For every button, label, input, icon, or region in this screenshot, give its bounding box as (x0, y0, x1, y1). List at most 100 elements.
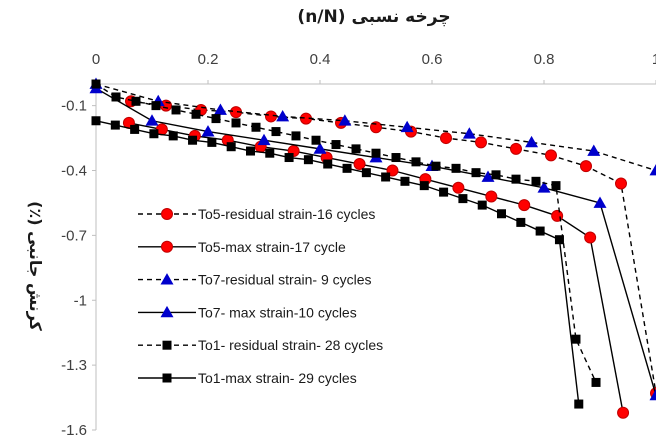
legend-item: To7-residual strain- 9 cycles (138, 272, 372, 288)
chart-title: چرخه نسبی (n/N) (297, 7, 450, 27)
data-point (342, 163, 352, 173)
x-tick-label: 0 (92, 51, 100, 68)
data-point (201, 125, 215, 137)
data-point (649, 388, 656, 401)
legend-marker (162, 373, 172, 383)
data-point (323, 159, 333, 169)
y-axis: -0.1 -0.4 -0.7 -1 -1.3 -1.6 (61, 84, 97, 439)
data-point (151, 101, 161, 111)
data-point (149, 129, 159, 139)
data-point (462, 127, 476, 139)
legend-marker (160, 273, 174, 285)
data-point (439, 187, 449, 197)
data-point (211, 114, 221, 124)
legend-item: To7- max strain-10 cycles (138, 304, 357, 320)
x-tick-label: 0.6 (422, 51, 443, 68)
y-tick-label: -0.7 (61, 227, 87, 244)
data-point (649, 164, 656, 176)
data-point (311, 135, 321, 145)
legend-label: To5-max strain-17 cycle (198, 239, 346, 255)
data-point (145, 114, 159, 126)
data-point (371, 148, 381, 158)
y-tick-label: -0.1 (61, 98, 87, 115)
data-point (452, 181, 465, 194)
data-point (545, 149, 557, 162)
data-point (284, 153, 294, 163)
data-point (231, 118, 241, 128)
legend-item: To1- residual strain- 28 cycles (138, 337, 383, 353)
data-point (188, 135, 198, 145)
data-point (131, 96, 141, 106)
data-point (496, 209, 506, 219)
data-point (213, 103, 227, 115)
plot-area (89, 77, 656, 419)
data-point (593, 196, 607, 208)
legend-marker (161, 240, 173, 253)
legend-item: To1-max strain- 29 cycles (138, 370, 357, 386)
data-point (451, 163, 461, 173)
data-point (370, 121, 382, 134)
data-point (481, 170, 495, 182)
data-point (535, 226, 545, 236)
data-point (617, 406, 630, 419)
data-point (110, 120, 120, 130)
data-point (271, 127, 281, 137)
data-point (554, 235, 564, 245)
data-point (485, 190, 498, 203)
data-point (615, 177, 627, 190)
data-point (516, 217, 526, 227)
data-point (537, 181, 551, 193)
data-point (584, 231, 597, 244)
data-point (351, 144, 361, 154)
x-tick-label: 1 (652, 51, 656, 68)
data-point (353, 158, 366, 171)
x-axis: 0 0.2 0.4 0.6 0.8 1 (92, 51, 656, 85)
data-point (511, 174, 521, 184)
data-point (111, 92, 121, 102)
data-point (207, 137, 217, 147)
legend-marker (160, 305, 174, 318)
data-point (168, 131, 178, 141)
data-point (571, 334, 581, 344)
data-point (587, 144, 601, 156)
data-point (400, 176, 410, 186)
legend: To5-residual strain-16 cycles To5-max str… (138, 206, 383, 386)
x-tick-label: 0.8 (534, 51, 555, 68)
data-point (313, 142, 327, 154)
series-6 (91, 116, 584, 409)
legend-label: To7- max strain-10 cycles (198, 304, 357, 320)
legend-label: To5-residual strain-16 cycles (198, 206, 375, 222)
series-line (130, 100, 656, 394)
data-point (477, 200, 487, 210)
legend-label: To1- residual strain- 28 cycles (198, 337, 383, 353)
series-line (95, 120, 580, 405)
data-point (381, 172, 391, 182)
data-point (246, 146, 256, 156)
data-point (518, 199, 531, 212)
data-point (491, 170, 501, 180)
data-point (226, 142, 236, 152)
data-point (475, 136, 487, 149)
data-point (251, 122, 261, 132)
data-point (580, 160, 592, 173)
data-point (431, 161, 441, 171)
y-axis-label: کرنش جانبی (٪) (26, 201, 45, 331)
y-tick-label: -0.4 (61, 163, 87, 180)
legend-label: To1-max strain- 29 cycles (198, 370, 357, 386)
x-tick-label: 0.2 (198, 51, 219, 68)
data-point (361, 168, 371, 178)
data-point (591, 377, 601, 387)
data-point (411, 157, 421, 167)
legend-item: To5-max strain-17 cycle (138, 239, 346, 255)
y-tick-label: -1.3 (61, 357, 87, 374)
data-point (303, 155, 313, 165)
x-tick-label: 0.4 (310, 51, 331, 68)
data-point (331, 140, 341, 150)
data-point (551, 181, 561, 191)
data-point (471, 168, 481, 178)
data-point (531, 176, 541, 186)
y-tick-label: -1 (74, 292, 87, 309)
legend-label: To7-residual strain- 9 cycles (198, 272, 372, 288)
data-point (130, 124, 140, 134)
data-point (257, 133, 271, 146)
